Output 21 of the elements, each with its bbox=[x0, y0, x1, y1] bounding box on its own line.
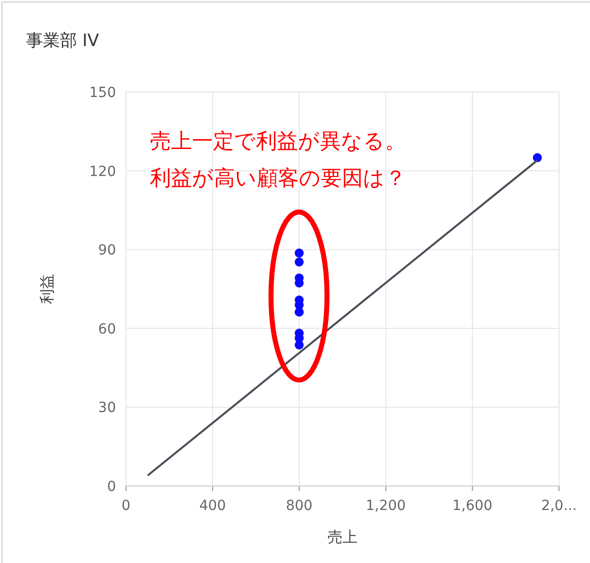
point bbox=[294, 308, 304, 317]
y-axis-title: 利益 bbox=[38, 274, 56, 304]
x-axis-title: 売上 bbox=[328, 528, 358, 546]
y-tick-label: 60 bbox=[98, 321, 116, 338]
y-tick-label: 120 bbox=[89, 164, 116, 180]
point bbox=[532, 153, 542, 162]
x-tick-label: 1,600 bbox=[452, 498, 492, 514]
annotation: 売上一定で利益が異なる。 bbox=[150, 129, 406, 153]
chart-title: 事業部 IV bbox=[26, 31, 100, 51]
point bbox=[294, 257, 304, 266]
point bbox=[294, 248, 304, 258]
y-tick-label: 150 bbox=[89, 85, 116, 101]
x-tick-label: 2,0... bbox=[541, 498, 577, 514]
x-tick-label: 400 bbox=[199, 498, 226, 514]
x-tick-label: 0 bbox=[122, 498, 130, 514]
x-tick-label: 800 bbox=[286, 498, 313, 514]
annotation: 利益が高い顧客の要因は？ bbox=[150, 166, 406, 190]
y-tick-label: 0 bbox=[107, 479, 116, 495]
x-tick-label: 1,200 bbox=[366, 498, 406, 514]
y-tick-label: 90 bbox=[98, 242, 116, 259]
y-tick-label: 30 bbox=[98, 400, 116, 416]
